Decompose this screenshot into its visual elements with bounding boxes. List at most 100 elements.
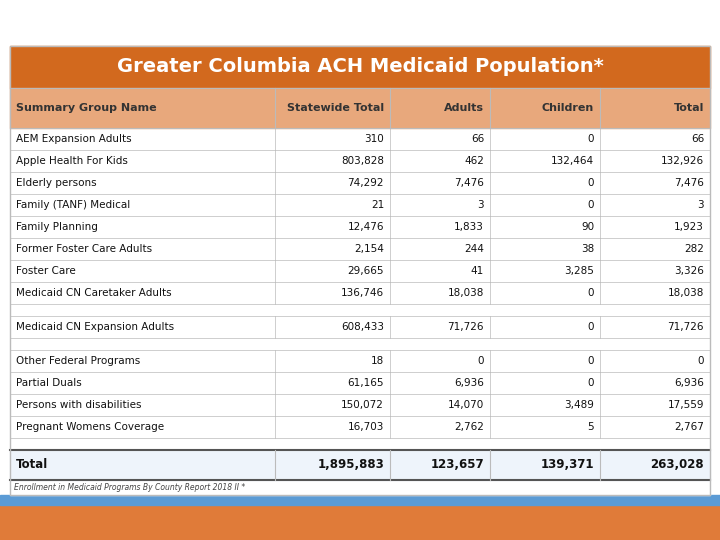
Bar [0,495,720,505]
Text: 263,028: 263,028 [650,458,704,471]
Text: 139,371: 139,371 [541,458,594,471]
Text: 244: 244 [464,244,484,254]
Text: 14,070: 14,070 [448,400,484,410]
Bar [10,316,710,338]
Bar [10,304,710,316]
Text: 3,326: 3,326 [674,266,704,276]
Text: 16,703: 16,703 [348,422,384,432]
Bar [10,438,710,450]
Text: Statewide Total: Statewide Total [287,103,384,113]
Text: 0: 0 [588,322,594,332]
Text: 0: 0 [698,356,704,366]
Text: Former Foster Care Adults: Former Foster Care Adults [16,244,152,254]
Text: 71,726: 71,726 [667,322,704,332]
Text: 0: 0 [588,288,594,298]
Text: 18: 18 [371,356,384,366]
Text: 1,895,883: 1,895,883 [318,458,384,471]
Bar [10,128,710,150]
Text: 0: 0 [588,356,594,366]
Text: 0: 0 [477,356,484,366]
Text: 61,165: 61,165 [348,378,384,388]
Text: Apple Health For Kids: Apple Health For Kids [16,156,128,166]
Text: 136,746: 136,746 [341,288,384,298]
Text: 0: 0 [588,134,594,144]
Text: 66: 66 [690,134,704,144]
Bar [10,338,710,350]
Bar [10,88,710,128]
Text: Family (TANF) Medical: Family (TANF) Medical [16,200,130,210]
Text: Pregnant Womens Coverage: Pregnant Womens Coverage [16,422,164,432]
Text: 462: 462 [464,156,484,166]
Text: Total: Total [674,103,704,113]
Bar [10,394,710,416]
Text: 41: 41 [471,266,484,276]
Text: 71,726: 71,726 [448,322,484,332]
Text: 1,833: 1,833 [454,222,484,232]
Text: 0: 0 [588,178,594,188]
Text: 3: 3 [698,200,704,210]
Text: 0: 0 [588,378,594,388]
Text: 3: 3 [477,200,484,210]
Text: Medicaid CN Expansion Adults: Medicaid CN Expansion Adults [16,322,174,332]
Text: 608,433: 608,433 [341,322,384,332]
Text: 74,292: 74,292 [348,178,384,188]
Text: 66: 66 [471,134,484,144]
Bar [10,450,710,480]
Bar [10,416,710,438]
Bar [10,46,710,88]
Text: 38: 38 [581,244,594,254]
Text: 0: 0 [588,200,594,210]
Text: 2,762: 2,762 [454,422,484,432]
Bar [10,372,710,394]
Text: Summary Group Name: Summary Group Name [16,103,157,113]
Bar [10,282,710,304]
Text: 5: 5 [588,422,594,432]
Text: Persons with disabilities: Persons with disabilities [16,400,142,410]
Text: 3,489: 3,489 [564,400,594,410]
Text: 7,476: 7,476 [674,178,704,188]
Text: 310: 310 [364,134,384,144]
Text: 3,285: 3,285 [564,266,594,276]
Text: AEM Expansion Adults: AEM Expansion Adults [16,134,132,144]
Text: 6,936: 6,936 [454,378,484,388]
Text: Medicaid CN Caretaker Adults: Medicaid CN Caretaker Adults [16,288,171,298]
Text: 282: 282 [684,244,704,254]
Bar [10,46,710,495]
Text: 7,476: 7,476 [454,178,484,188]
Text: 90: 90 [581,222,594,232]
Text: Elderly persons: Elderly persons [16,178,96,188]
Text: 2,767: 2,767 [674,422,704,432]
Bar [10,350,710,372]
Text: Enrollment in Medicaid Programs By County Report 2018 II *: Enrollment in Medicaid Programs By Count… [14,483,246,492]
Text: 29,665: 29,665 [348,266,384,276]
Bar [10,238,710,260]
Text: Partial Duals: Partial Duals [16,378,82,388]
Text: 21: 21 [371,200,384,210]
Text: 132,926: 132,926 [661,156,704,166]
Text: 17,559: 17,559 [667,400,704,410]
Bar [10,194,710,216]
Text: 2,154: 2,154 [354,244,384,254]
Text: Adults: Adults [444,103,484,113]
Text: Total: Total [16,458,48,471]
Bar [10,172,710,194]
Text: Foster Care: Foster Care [16,266,76,276]
Text: 18,038: 18,038 [667,288,704,298]
Bar [10,260,710,282]
Text: 132,464: 132,464 [551,156,594,166]
Text: Children: Children [541,103,594,113]
Text: 1,923: 1,923 [674,222,704,232]
Text: 18,038: 18,038 [448,288,484,298]
Text: 803,828: 803,828 [341,156,384,166]
Text: 123,657: 123,657 [431,458,484,471]
Bar [0,505,720,540]
Text: Family Planning: Family Planning [16,222,98,232]
Text: 12,476: 12,476 [348,222,384,232]
Text: 150,072: 150,072 [341,400,384,410]
Bar [10,150,710,172]
Text: Other Federal Programs: Other Federal Programs [16,356,140,366]
Bar [10,216,710,238]
Text: Greater Columbia ACH Medicaid Population*: Greater Columbia ACH Medicaid Population… [117,57,603,77]
Bar [10,46,710,495]
Text: 6,936: 6,936 [674,378,704,388]
